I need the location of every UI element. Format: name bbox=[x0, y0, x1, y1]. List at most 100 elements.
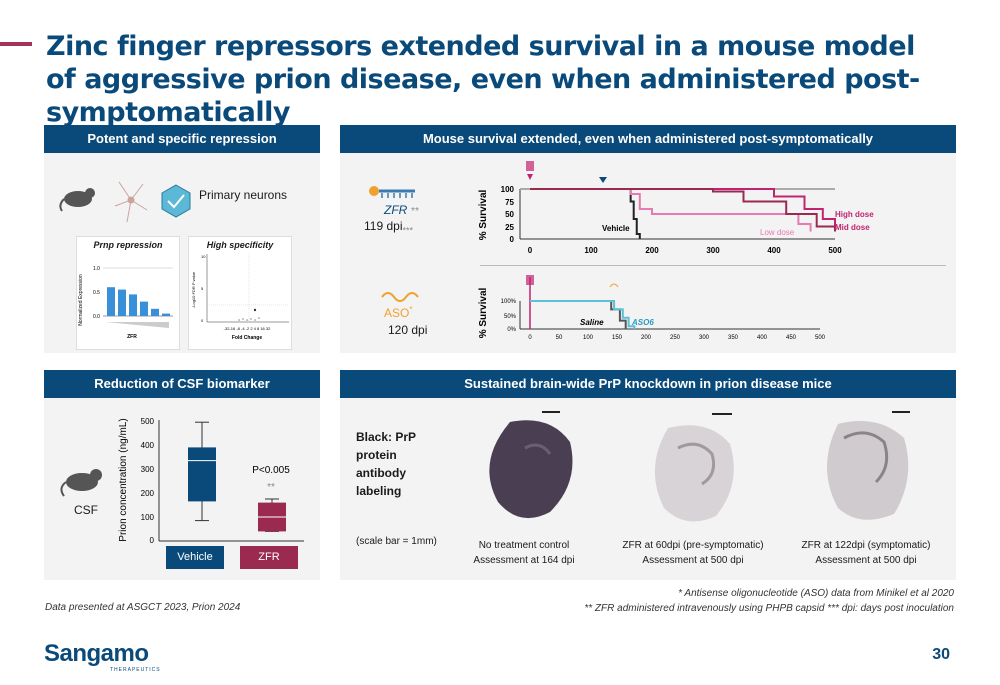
specificity-volcano-plot: -Log10 FDR P value 10 5 0 -32-16 -8 -4 -… bbox=[191, 254, 289, 341]
xtick: 200 bbox=[645, 246, 659, 255]
panel-prp-knockdown: Sustained brain-wide PrP knockdown in pr… bbox=[340, 370, 956, 580]
ytick: 50 bbox=[505, 210, 514, 219]
xtick: 400 bbox=[757, 335, 768, 341]
prnp-ytick: 1.0 bbox=[93, 266, 100, 272]
prnp-bar bbox=[118, 289, 126, 316]
capsid-icon bbox=[161, 184, 191, 218]
ytick: 300 bbox=[141, 465, 155, 474]
zfr-treatment-label: ZFR ** bbox=[384, 203, 419, 217]
saline-label: Saline bbox=[580, 318, 604, 327]
prnp-bar-chart: Normalized Expression 1.0 0.5 0.0 ZFR bbox=[78, 266, 173, 340]
vehicle-legend: Vehicle bbox=[166, 546, 224, 569]
panel-header: Mouse survival extended, even when admin… bbox=[340, 125, 956, 153]
xtick: 500 bbox=[815, 335, 826, 341]
sangamo-logo: Sangamo bbox=[44, 640, 149, 667]
page-number: 30 bbox=[932, 646, 950, 663]
xtick: 200 bbox=[641, 335, 652, 341]
ytick: 75 bbox=[505, 198, 514, 207]
xtick: 500 bbox=[828, 246, 842, 255]
mouse-icon bbox=[60, 469, 102, 497]
xtick: 100 bbox=[584, 246, 598, 255]
xtick: 100 bbox=[583, 335, 594, 341]
prnp-bar bbox=[151, 308, 159, 316]
prnp-bar bbox=[162, 313, 170, 316]
panel-csf-biomarker: Reduction of CSF biomarker CSF Prion con… bbox=[44, 370, 320, 580]
survival-line-aso6 bbox=[530, 300, 636, 329]
neuron-icon bbox=[114, 181, 148, 223]
caption-symptomatic: ZFR at 122dpi (symptomatic) Assessment at… bbox=[801, 540, 931, 566]
footnote-zfr: ** ZFR administered intravenously using … bbox=[584, 603, 954, 614]
ytick: 0% bbox=[507, 327, 516, 333]
xtick: 450 bbox=[786, 335, 797, 341]
caption-control: No treatment control Assessment at 164 dp… bbox=[473, 540, 575, 566]
xtick: 50 bbox=[556, 335, 563, 341]
zfr-dpi-label: 119 dpi*** bbox=[364, 219, 413, 236]
zfr-survival-chart: % Survival 100 75 50 25 0 0 100 200 300 … bbox=[478, 161, 874, 255]
csf-ylabel: Prion concentration (ng/mL) bbox=[118, 418, 129, 541]
ytick: 0 bbox=[510, 235, 515, 244]
aso-survival-chart: % Survival 100% 50% 0% 0 50 100 150 200 250 30… bbox=[478, 275, 826, 341]
box-body bbox=[188, 447, 216, 502]
data-source-note: Data presented at ASGCT 2023, Prion 2024 bbox=[45, 602, 241, 613]
volcano-xticks: -32-16 -8 -4 -2 2 4 8 16 32 bbox=[224, 326, 271, 331]
aso6-label: ASO6 bbox=[631, 318, 654, 327]
caption-presymptomatic: ZFR at 60dpi (pre-symptomatic) Assessment… bbox=[622, 540, 764, 566]
brain-section-control bbox=[489, 411, 573, 519]
panel-header: Potent and specific repression bbox=[44, 125, 320, 153]
volcano-ytick: 10 bbox=[201, 254, 206, 259]
survival-line-mid-dose bbox=[530, 188, 836, 232]
xtick: 400 bbox=[767, 246, 781, 255]
legend-text: Black: PrP protein antibody labeling bbox=[356, 430, 416, 498]
low-dose-label: Low dose bbox=[760, 228, 795, 237]
prnp-ylabel: Normalized Expression bbox=[78, 274, 84, 326]
aso-dpi-label: 120 dpi bbox=[388, 323, 428, 337]
ytick: 25 bbox=[505, 223, 514, 232]
prnp-bar bbox=[129, 294, 137, 316]
significance-stars: ** bbox=[267, 482, 275, 493]
logo-subtitle: THERAPEUTICS bbox=[110, 667, 161, 673]
brain-section-presymptomatic bbox=[654, 413, 734, 522]
panel-divider bbox=[480, 265, 946, 266]
title-accent-bar bbox=[0, 42, 32, 46]
scale-bar-note: (scale bar = 1mm) bbox=[356, 536, 437, 547]
page-title: Zinc finger repressors extended survival… bbox=[46, 31, 920, 128]
survival-line-high-dose bbox=[530, 188, 836, 229]
zfr-ylabel: % Survival bbox=[478, 189, 489, 240]
panel-header: Reduction of CSF biomarker bbox=[44, 370, 320, 398]
prnp-bar bbox=[140, 301, 148, 316]
xtick: 0 bbox=[528, 335, 532, 341]
panel-mouse-survival: Mouse survival extended, even when admin… bbox=[340, 125, 956, 353]
ytick: 50% bbox=[504, 314, 517, 320]
mouse-icon bbox=[59, 188, 95, 212]
mid-dose-label: Mid dose bbox=[835, 223, 870, 232]
xtick: 350 bbox=[728, 335, 739, 341]
xtick: 250 bbox=[670, 335, 681, 341]
prnp-ytick: 0.0 bbox=[93, 314, 100, 320]
aso-icon bbox=[381, 292, 419, 302]
ytick: 100% bbox=[501, 299, 517, 305]
volcano-ytick: 0 bbox=[201, 318, 204, 323]
primary-neurons-label: Primary neurons bbox=[199, 188, 288, 202]
csf-box-plot: Prion concentration (ng/mL) 500 400 300 … bbox=[118, 417, 304, 545]
prnp-ytick: 0.5 bbox=[93, 290, 100, 296]
high-dose-label: High dose bbox=[835, 210, 874, 219]
pvalue-label: P<0.005 bbox=[252, 465, 290, 476]
volcano-xlabel: Fold Change bbox=[232, 335, 262, 341]
prnp-bar bbox=[107, 287, 115, 316]
mouse-neuron-virus-icons bbox=[59, 181, 191, 223]
ytick: 0 bbox=[150, 536, 155, 545]
vehicle-label: Vehicle bbox=[602, 224, 630, 233]
aso-treatment-label: ASO* bbox=[384, 305, 413, 320]
volcano-ylabel: -Log10 FDR P value bbox=[191, 271, 196, 308]
ytick: 100 bbox=[501, 185, 515, 194]
survival-line-saline bbox=[530, 300, 627, 329]
prnp-xlabel: ZFR bbox=[127, 334, 137, 340]
volcano-ytick: 5 bbox=[201, 286, 204, 291]
ytick: 100 bbox=[141, 513, 155, 522]
zfr-legend: ZFR bbox=[240, 546, 298, 569]
ytick: 400 bbox=[141, 441, 155, 450]
xtick: 300 bbox=[699, 335, 710, 341]
panel-header: Sustained brain-wide PrP knockdown in pr… bbox=[340, 370, 956, 398]
ytick: 500 bbox=[141, 417, 155, 426]
inset-prnp-repression: Prnp repression Normalized Expression 1.… bbox=[76, 236, 180, 350]
